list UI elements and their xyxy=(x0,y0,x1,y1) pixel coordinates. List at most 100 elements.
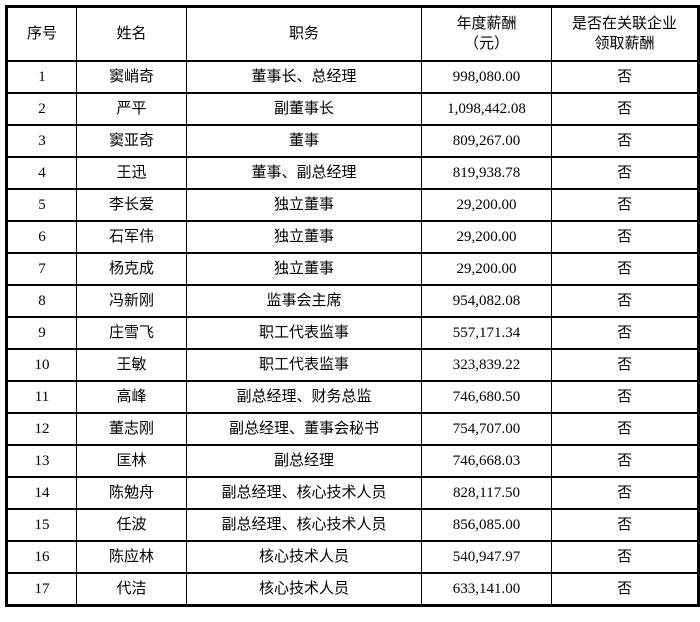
related-cell: 否 xyxy=(551,380,699,414)
position-cell: 副总经理、核心技术人员 xyxy=(186,476,422,510)
table-row: 12 董志刚 副总经理、董事会秘书 754,707.00 否 xyxy=(6,412,699,446)
table-row: 9 庄雪飞 职工代表监事 557,171.34 否 xyxy=(6,316,699,350)
header-row: 序号 姓名 职务 年度薪酬 （元） 是否在关联企业 领取薪酬 xyxy=(6,5,699,62)
name-cell: 高峰 xyxy=(76,380,187,414)
header-name: 姓名 xyxy=(76,5,187,62)
related-cell: 否 xyxy=(551,124,699,158)
related-cell: 否 xyxy=(551,92,699,126)
salary-cell: 557,171.34 xyxy=(421,316,552,350)
header-position: 职务 xyxy=(186,5,422,62)
no-cell: 9 xyxy=(6,316,77,350)
name-cell: 窦亚奇 xyxy=(76,124,187,158)
table-row: 8 冯新刚 监事会主席 954,082.08 否 xyxy=(6,284,699,318)
no-cell: 12 xyxy=(6,412,77,446)
salary-cell: 746,668.03 xyxy=(421,444,552,478)
related-cell: 否 xyxy=(551,508,699,542)
header-no: 序号 xyxy=(6,5,77,62)
name-cell: 代洁 xyxy=(76,572,187,607)
position-cell: 董事 xyxy=(186,124,422,158)
name-cell: 李长爱 xyxy=(76,188,187,222)
salary-cell: 809,267.00 xyxy=(421,124,552,158)
no-cell: 7 xyxy=(6,252,77,286)
position-cell: 副董事长 xyxy=(186,92,422,126)
salary-cell: 856,085.00 xyxy=(421,508,552,542)
no-cell: 16 xyxy=(6,540,77,574)
salary-cell: 746,680.50 xyxy=(421,380,552,414)
position-cell: 独立董事 xyxy=(186,252,422,286)
position-cell: 副总经理、财务总监 xyxy=(186,380,422,414)
table-row: 3 窦亚奇 董事 809,267.00 否 xyxy=(6,124,699,158)
related-cell: 否 xyxy=(551,444,699,478)
name-cell: 王迅 xyxy=(76,156,187,190)
no-cell: 13 xyxy=(6,444,77,478)
name-cell: 陈应林 xyxy=(76,540,187,574)
table-row: 11 高峰 副总经理、财务总监 746,680.50 否 xyxy=(6,380,699,414)
no-cell: 4 xyxy=(6,156,77,190)
table-row: 2 严平 副董事长 1,098,442.08 否 xyxy=(6,92,699,126)
name-cell: 陈勉舟 xyxy=(76,476,187,510)
name-cell: 石军伟 xyxy=(76,220,187,254)
position-cell: 独立董事 xyxy=(186,188,422,222)
table-row: 7 杨克成 独立董事 29,200.00 否 xyxy=(6,252,699,286)
related-cell: 否 xyxy=(551,316,699,350)
position-cell: 职工代表监事 xyxy=(186,348,422,382)
no-cell: 2 xyxy=(6,92,77,126)
salary-cell: 29,200.00 xyxy=(421,220,552,254)
no-cell: 1 xyxy=(6,60,77,94)
related-cell: 否 xyxy=(551,476,699,510)
position-cell: 董事长、总经理 xyxy=(186,60,422,94)
salary-cell: 754,707.00 xyxy=(421,412,552,446)
no-cell: 10 xyxy=(6,348,77,382)
related-cell: 否 xyxy=(551,252,699,286)
position-cell: 监事会主席 xyxy=(186,284,422,318)
no-cell: 17 xyxy=(6,572,77,607)
related-cell: 否 xyxy=(551,60,699,94)
table-row: 14 陈勉舟 副总经理、核心技术人员 828,117.50 否 xyxy=(6,476,699,510)
position-cell: 董事、副总经理 xyxy=(186,156,422,190)
table-row: 4 王迅 董事、副总经理 819,938.78 否 xyxy=(6,156,699,190)
name-cell: 王敏 xyxy=(76,348,187,382)
position-cell: 核心技术人员 xyxy=(186,572,422,607)
related-cell: 否 xyxy=(551,348,699,382)
name-cell: 杨克成 xyxy=(76,252,187,286)
no-cell: 8 xyxy=(6,284,77,318)
related-cell: 否 xyxy=(551,156,699,190)
related-cell: 否 xyxy=(551,540,699,574)
table-row: 10 王敏 职工代表监事 323,839.22 否 xyxy=(6,348,699,382)
table-row: 16 陈应林 核心技术人员 540,947.97 否 xyxy=(6,540,699,574)
name-cell: 任波 xyxy=(76,508,187,542)
salary-cell: 819,938.78 xyxy=(421,156,552,190)
name-cell: 庄雪飞 xyxy=(76,316,187,350)
related-cell: 否 xyxy=(551,412,699,446)
header-salary: 年度薪酬 （元） xyxy=(421,5,552,62)
salary-cell: 633,141.00 xyxy=(421,572,552,607)
position-cell: 独立董事 xyxy=(186,220,422,254)
no-cell: 3 xyxy=(6,124,77,158)
header-related: 是否在关联企业 领取薪酬 xyxy=(551,5,699,62)
salary-cell: 828,117.50 xyxy=(421,476,552,510)
no-cell: 15 xyxy=(6,508,77,542)
salary-cell: 998,080.00 xyxy=(421,60,552,94)
document-page: 序号 姓名 职务 年度薪酬 （元） 是否在关联企业 领取薪酬 1 窦峭奇 董事长、总… xyxy=(5,5,700,607)
table-header: 序号 姓名 职务 年度薪酬 （元） 是否在关联企业 领取薪酬 xyxy=(6,5,699,62)
name-cell: 冯新刚 xyxy=(76,284,187,318)
salary-cell: 323,839.22 xyxy=(421,348,552,382)
table-row: 1 窦峭奇 董事长、总经理 998,080.00 否 xyxy=(6,60,699,94)
table-row: 15 任波 副总经理、核心技术人员 856,085.00 否 xyxy=(6,508,699,542)
position-cell: 核心技术人员 xyxy=(186,540,422,574)
table-row: 13 匡林 副总经理 746,668.03 否 xyxy=(6,444,699,478)
table-row: 17 代洁 核心技术人员 633,141.00 否 xyxy=(6,572,699,607)
salary-cell: 1,098,442.08 xyxy=(421,92,552,126)
salary-cell: 29,200.00 xyxy=(421,188,552,222)
position-cell: 副总经理、核心技术人员 xyxy=(186,508,422,542)
position-cell: 副总经理 xyxy=(186,444,422,478)
table-row: 6 石军伟 独立董事 29,200.00 否 xyxy=(6,220,699,254)
name-cell: 董志刚 xyxy=(76,412,187,446)
salary-cell: 954,082.08 xyxy=(421,284,552,318)
related-cell: 否 xyxy=(551,572,699,607)
name-cell: 严平 xyxy=(76,92,187,126)
no-cell: 5 xyxy=(6,188,77,222)
compensation-table: 序号 姓名 职务 年度薪酬 （元） 是否在关联企业 领取薪酬 1 窦峭奇 董事长、总… xyxy=(5,5,700,607)
table-row: 5 李长爱 独立董事 29,200.00 否 xyxy=(6,188,699,222)
position-cell: 职工代表监事 xyxy=(186,316,422,350)
